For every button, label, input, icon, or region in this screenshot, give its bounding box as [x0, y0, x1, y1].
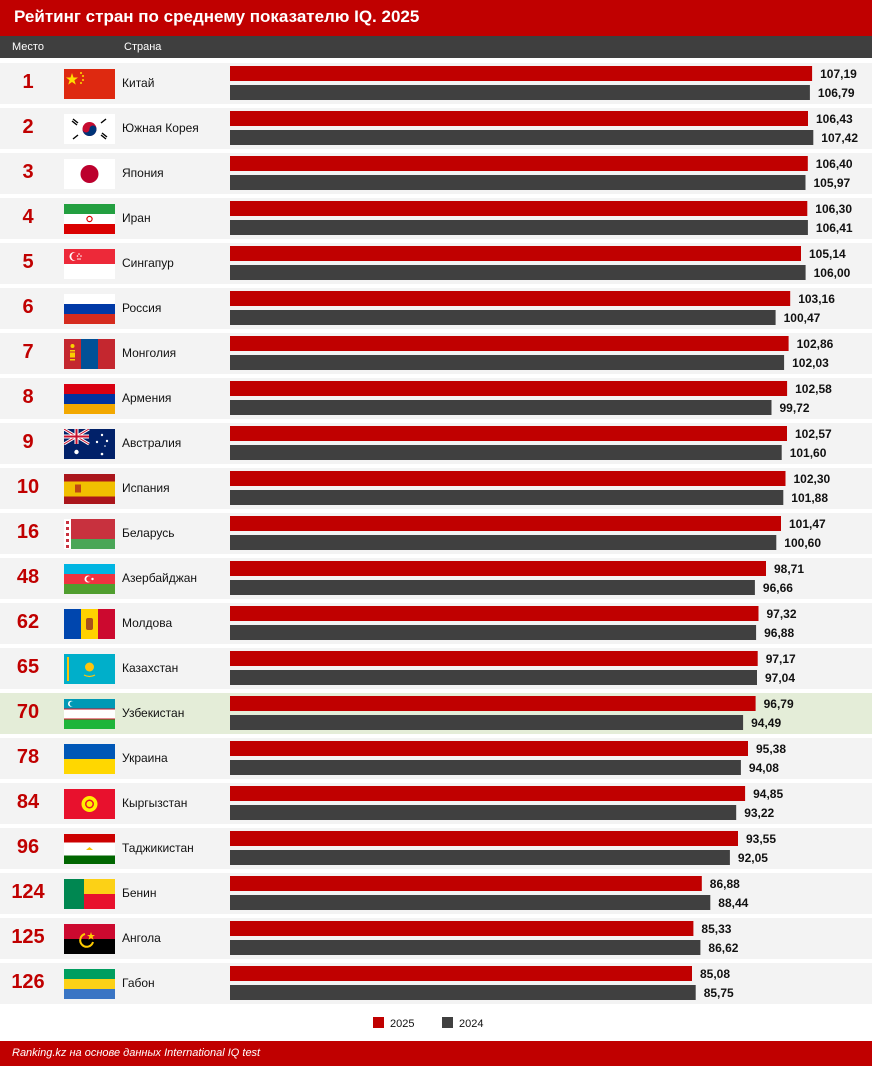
- country-name: Ангола: [122, 931, 161, 945]
- south-korea-flag-icon: [64, 114, 115, 144]
- page-title: Рейтинг стран по среднему показателю IQ.…: [14, 7, 420, 26]
- rank-number: 62: [16, 611, 40, 633]
- country-name: Россия: [122, 301, 162, 315]
- legend-swatch-2025: [373, 1017, 384, 1028]
- table-row: 4 Иран: [0, 198, 872, 239]
- rank-number: 1: [22, 71, 34, 93]
- table-row: 7 Монголия: [0, 333, 872, 374]
- legend-swatch-2024: [442, 1017, 453, 1028]
- table-row: 9 Австралия: [0, 423, 872, 464]
- table-row: 84 Кыргызстан: [0, 783, 872, 824]
- uzbekistan-flag-icon: [64, 699, 115, 729]
- legend-item-2025: 2025: [373, 1017, 414, 1030]
- table-row: 3 Япония: [0, 153, 872, 194]
- azerbaijan-flag-icon: [64, 564, 115, 594]
- table-row: 5 Сингапур: [0, 243, 872, 284]
- rank-number: 9: [22, 431, 34, 453]
- country-name: Испания: [122, 481, 170, 495]
- rank-number: 5: [22, 251, 34, 273]
- country-name: Украина: [122, 751, 168, 765]
- country-name: Монголия: [122, 346, 177, 360]
- table-row: 65 Казахстан: [0, 648, 872, 689]
- angola-flag-icon: [64, 924, 115, 954]
- kyrgyzstan-flag-icon: [64, 789, 115, 819]
- benin-flag-icon: [64, 879, 115, 909]
- table-row: 96 Таджикистан: [0, 828, 872, 869]
- country-name: Армения: [122, 391, 172, 405]
- country-name: Кыргызстан: [122, 796, 188, 810]
- moldova-flag-icon: [64, 609, 115, 639]
- footer-bar: Ranking.kz на основе данных Internationa…: [0, 1041, 872, 1066]
- iran-flag-icon: [64, 204, 115, 234]
- table-row: 124 Бенин: [0, 873, 872, 914]
- table-row: 125 Ангола: [0, 918, 872, 959]
- country-name: Австралия: [122, 436, 182, 450]
- table-row: 78 Украина: [0, 738, 872, 779]
- kazakhstan-flag-icon: [64, 654, 115, 684]
- country-name: Узбекистан: [122, 706, 185, 720]
- table-row: 1 Китай: [0, 63, 872, 104]
- ukraine-flag-icon: [64, 744, 115, 774]
- table-row: 16 Беларусь: [0, 513, 872, 554]
- rank-number: 7: [22, 341, 34, 363]
- country-name: Казахстан: [122, 661, 179, 675]
- country-name: Таджикистан: [122, 841, 194, 855]
- country-name: Южная Корея: [122, 121, 199, 135]
- table-row: 2 Южная Корея: [0, 108, 872, 149]
- rank-number: 96: [16, 836, 40, 858]
- table-header: Место Страна: [0, 36, 872, 58]
- legend-label-2024: 2024: [459, 1018, 484, 1030]
- rank-number: 65: [16, 656, 40, 678]
- table-row: 8 Армения: [0, 378, 872, 419]
- rank-number: 2: [22, 116, 34, 138]
- country-name: Беларусь: [122, 526, 175, 540]
- country-name: Молдова: [122, 616, 173, 630]
- rank-number: 84: [16, 791, 40, 813]
- singapore-flag-icon: [64, 249, 115, 279]
- country-name: Азербайджан: [122, 571, 198, 585]
- russia-flag-icon: [64, 294, 115, 324]
- rank-number: 6: [22, 296, 34, 318]
- belarus-flag-icon: [64, 519, 115, 549]
- legend-label-2025: 2025: [390, 1018, 415, 1030]
- mongolia-flag-icon: [64, 339, 115, 369]
- rank-number: 126: [11, 971, 45, 993]
- rank-number: 3: [22, 161, 34, 183]
- spain-flag-icon: [64, 474, 115, 504]
- rank-number: 10: [16, 476, 40, 498]
- table-row: 48 Азербайджан: [0, 558, 872, 599]
- country-name: Китай: [122, 76, 155, 90]
- china-flag-icon: [64, 69, 115, 99]
- armenia-flag-icon: [64, 384, 115, 414]
- rank-number: 124: [11, 881, 45, 903]
- rank-number: 16: [16, 521, 40, 543]
- country-name: Бенин: [122, 886, 157, 900]
- rank-number: 48: [16, 566, 40, 588]
- table-row: 6 Россия: [0, 288, 872, 329]
- japan-flag-icon: [64, 159, 115, 189]
- tajikistan-flag-icon: [64, 834, 115, 864]
- table-row: 10 Испания: [0, 468, 872, 509]
- rank-number: 4: [22, 206, 34, 228]
- australia-flag-icon: [64, 429, 115, 459]
- rank-number: 8: [22, 386, 34, 408]
- table-row: 62 Молдова: [0, 603, 872, 644]
- source-note: Ranking.kz на основе данных Internationa…: [12, 1047, 261, 1059]
- title-bar: Рейтинг стран по среднему показателю IQ.…: [0, 0, 872, 36]
- rank-number: 125: [11, 926, 45, 948]
- gabon-flag-icon: [64, 969, 115, 999]
- rank-number: 78: [16, 746, 40, 768]
- legend-item-2024: 2024: [442, 1017, 483, 1030]
- rank-column-header: Место: [12, 41, 44, 53]
- country-column-header: Страна: [124, 41, 162, 53]
- country-name: Япония: [122, 166, 164, 180]
- table-row: 126 Габон: [0, 963, 872, 1004]
- country-name: Габон: [122, 976, 155, 990]
- table-row: 70 Узбекистан: [0, 693, 872, 734]
- country-name: Сингапур: [122, 256, 174, 270]
- country-name: Иран: [122, 211, 151, 225]
- rank-number: 70: [16, 701, 40, 723]
